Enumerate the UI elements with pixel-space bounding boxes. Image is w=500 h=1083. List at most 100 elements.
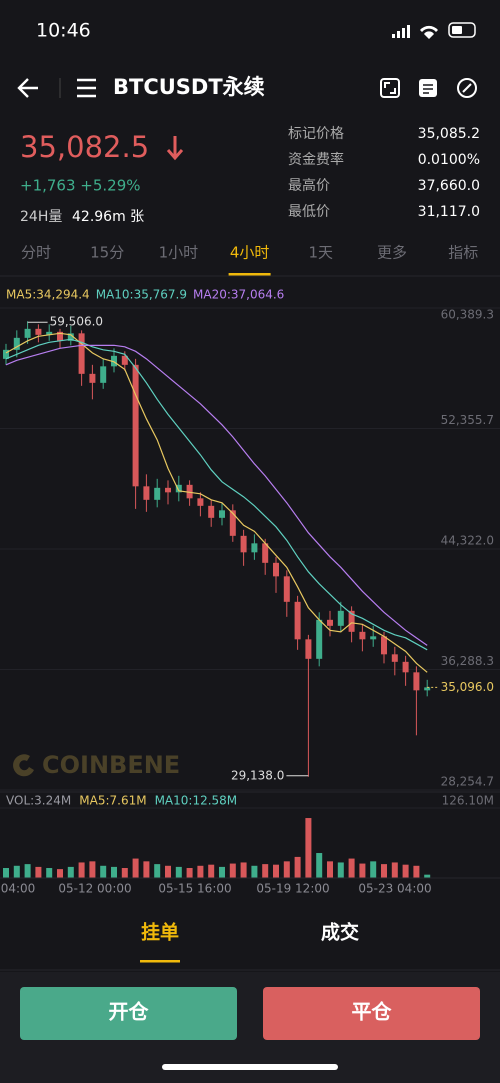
stat-value: 31,117.0 — [418, 204, 480, 220]
menu-button[interactable] — [77, 78, 96, 98]
volume-bar — [229, 863, 236, 878]
action-button[interactable] — [20, 987, 237, 1040]
volume-legend: VOL:3.24M — [6, 794, 71, 808]
action-button-label[interactable]: 平仓 — [352, 1000, 393, 1024]
stat-label: 资金费率 — [288, 151, 344, 168]
candle-body — [219, 510, 225, 518]
ma-legend: MA10:35,767.9 — [96, 288, 187, 302]
bottom-tab[interactable]: 挂单 — [141, 921, 179, 944]
candle-body — [35, 328, 42, 335]
candle-body — [229, 510, 236, 536]
candle-body — [424, 687, 431, 691]
volume-bar — [132, 858, 139, 878]
period-tab[interactable]: 1天 — [309, 244, 334, 262]
candle-body — [89, 373, 96, 383]
volume-bar — [186, 868, 193, 878]
candle-body — [413, 672, 420, 691]
fullscreen-icon[interactable] — [380, 78, 400, 98]
candle-body — [283, 576, 290, 602]
back-button[interactable] — [17, 78, 38, 98]
candle-body — [78, 333, 85, 374]
period-tab[interactable]: 15分 — [90, 244, 124, 262]
status-time: 10:46 — [36, 20, 91, 42]
volume-bar — [24, 864, 31, 878]
min-note: 29,138.0 — [231, 768, 284, 782]
status-icons — [392, 22, 476, 39]
y-tick-label: 44,322.0 — [441, 534, 494, 548]
ma-legend: MA5:34,294.4 — [6, 288, 90, 302]
candle-body — [402, 661, 409, 673]
period-tab[interactable]: 指标 — [448, 244, 478, 262]
volume-bar — [348, 858, 355, 878]
volume-value: 42.96m 张 — [72, 209, 144, 225]
volume-bar — [197, 865, 204, 878]
candle-body — [143, 486, 150, 500]
period-tab[interactable]: 4小时 — [230, 244, 270, 262]
candle-body — [67, 333, 74, 341]
stat-value: 35,085.2 — [418, 126, 480, 142]
ma-line — [5, 332, 428, 673]
volume-bar — [89, 861, 96, 878]
action-button[interactable] — [263, 987, 480, 1040]
bottom-tab[interactable]: 成交 — [321, 921, 359, 944]
volume-bar — [391, 862, 398, 878]
price-change: +1,763 +5.29% — [20, 177, 141, 195]
x-tick-label: 05-23 04:00 — [358, 882, 431, 896]
candle-body — [294, 601, 301, 640]
period-tab[interactable]: 1小时 — [159, 244, 199, 262]
stat-value: 37,660.0 — [418, 178, 480, 194]
volume-bar — [35, 866, 42, 878]
stat-label: 最高价 — [288, 177, 330, 194]
candle-body — [359, 631, 366, 640]
candle-body — [251, 543, 258, 553]
volume-bar — [219, 866, 225, 878]
x-tick-label: 05-19 12:00 — [256, 882, 329, 896]
volume-bar — [424, 874, 431, 878]
volume-bar — [273, 864, 279, 878]
volume-bar — [251, 865, 258, 878]
volume-bar — [413, 865, 420, 878]
volume-legend: MA5:7.61M — [79, 794, 146, 808]
candle-body — [186, 484, 193, 499]
stat-value: 0.0100% — [418, 152, 480, 168]
period-tab[interactable]: 分时 — [21, 244, 51, 262]
volume-bar — [175, 866, 182, 878]
doc-icon[interactable] — [419, 79, 437, 97]
candle-body — [327, 619, 333, 626]
volume-bar — [143, 861, 150, 878]
volume-bar — [262, 864, 269, 878]
volume-bar — [283, 861, 290, 878]
volume-bar — [208, 864, 215, 878]
period-tab[interactable]: 更多 — [377, 244, 407, 262]
candle-body — [337, 610, 344, 626]
edit-icon[interactable] — [457, 78, 477, 98]
candle-body — [175, 484, 182, 493]
x-tick-label: 04:00 — [1, 882, 36, 896]
stat-label: 最低价 — [288, 204, 330, 220]
volume-bar — [240, 862, 247, 878]
candle-body — [13, 337, 20, 350]
candle-body — [381, 636, 387, 655]
action-button-label[interactable]: 开仓 — [109, 1000, 150, 1024]
volume-legend: MA10:12.58M — [155, 794, 238, 808]
home-indicator — [162, 1064, 338, 1070]
x-tick-label: 05-15 16:00 — [158, 882, 231, 896]
candle-body — [154, 487, 161, 500]
volume-bar — [359, 863, 366, 878]
stat-label: 标记价格 — [288, 126, 344, 142]
candle-body — [348, 610, 355, 632]
candle-body — [24, 328, 31, 338]
candle-body — [3, 349, 9, 359]
candle-body — [273, 562, 279, 577]
watermark: COINBENE — [42, 751, 180, 779]
y-tick-label: 28,254.7 — [441, 775, 494, 789]
volume-label: 24H量 — [20, 209, 62, 225]
candle-body — [100, 366, 107, 383]
down-arrow — [166, 136, 184, 161]
candle-body — [391, 654, 398, 662]
volume-bar — [165, 865, 171, 878]
volume-bar — [327, 861, 333, 878]
